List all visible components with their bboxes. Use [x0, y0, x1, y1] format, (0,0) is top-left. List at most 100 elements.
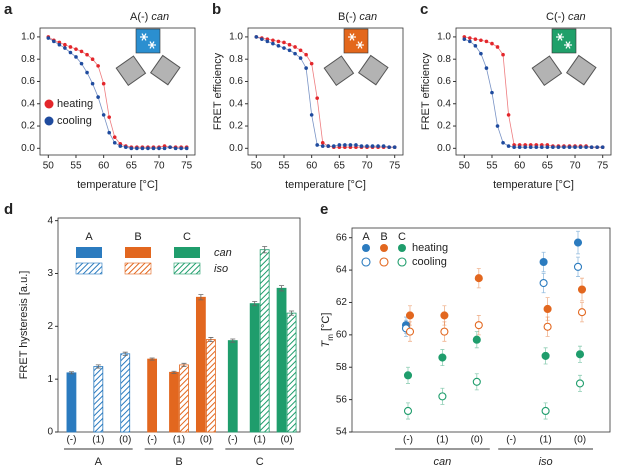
- x-tick-label: 50: [251, 161, 263, 172]
- bar-iso: [286, 312, 297, 433]
- legend-label: can: [214, 247, 232, 259]
- legend-swatch-can: [174, 247, 200, 258]
- bar-can: [195, 296, 206, 433]
- data-point: [484, 66, 489, 70]
- error-bar: [208, 337, 214, 343]
- point-cooling: [403, 406, 413, 416]
- point-heating: [474, 274, 483, 283]
- inset-block: [115, 55, 147, 87]
- data-point: [282, 40, 286, 45]
- data-point: [332, 144, 336, 148]
- x-tick-label: 65: [542, 161, 554, 172]
- x-axis-label: temperature [°C]: [285, 179, 366, 191]
- y-tick-label: 0.4: [229, 98, 243, 109]
- data-point: [101, 81, 106, 86]
- x-tick-label: 55: [70, 161, 82, 172]
- curve: [464, 36, 603, 148]
- dye-star: [149, 41, 155, 49]
- plot-frame: [57, 217, 301, 433]
- data-point: [315, 96, 319, 100]
- legend-marker-cooling: [361, 257, 371, 267]
- data-point: [578, 145, 583, 150]
- data-point: [304, 52, 308, 57]
- data-point: [512, 145, 516, 150]
- x-tick-label: 55: [486, 161, 498, 172]
- y-tick-label: 1.0: [437, 32, 451, 43]
- y-tick-label: 62: [336, 297, 348, 308]
- data-point: [107, 115, 111, 119]
- x-tick-label: 50: [43, 161, 55, 172]
- x-tick-label: 55: [278, 161, 290, 172]
- x-tick-label: 70: [361, 161, 373, 172]
- inset-title-italic: can: [151, 11, 169, 23]
- data-point: [168, 145, 172, 150]
- data-point: [74, 55, 78, 59]
- y-axis-label: Tm [°C]: [320, 313, 335, 348]
- legend-label: cooling: [412, 256, 447, 268]
- curve: [256, 36, 395, 148]
- x-tick-label: (1): [436, 435, 448, 446]
- x-tick-label: 60: [98, 161, 110, 172]
- y-tick-label: 0.0: [437, 143, 451, 154]
- dye-star: [349, 33, 355, 41]
- data-point: [254, 35, 259, 39]
- y-tick-label: 0.6: [229, 76, 243, 87]
- point-heating: [403, 371, 413, 380]
- y-tick-label: 0.6: [437, 76, 451, 87]
- data-point: [85, 70, 89, 75]
- error-bar: [198, 294, 204, 301]
- point-cooling: [539, 278, 548, 288]
- inset-title-name: B(-): [338, 11, 356, 23]
- data-point: [173, 146, 178, 151]
- error-bar: [230, 338, 236, 343]
- data-point: [501, 140, 505, 145]
- data-point: [124, 145, 128, 150]
- data-point: [112, 140, 117, 145]
- bar-iso: [259, 249, 270, 433]
- data-point: [506, 113, 511, 117]
- bar-can: [147, 358, 158, 433]
- data-point: [271, 38, 275, 43]
- x-tick-label: (-): [66, 435, 76, 446]
- inset-block: [323, 55, 355, 87]
- data-point: [118, 144, 123, 148]
- inset-title: C(-) can: [546, 11, 586, 23]
- point-cooling: [474, 321, 483, 330]
- data-point: [376, 144, 380, 148]
- y-tick-label: 0.2: [21, 121, 35, 132]
- data-point: [74, 47, 78, 51]
- x-axis-label: temperature [°C]: [493, 179, 574, 191]
- data-point: [562, 145, 566, 150]
- data-point: [276, 44, 281, 48]
- legend-swatch-can: [125, 247, 151, 258]
- data-point: [287, 48, 292, 53]
- plot-frame: [351, 227, 611, 433]
- point-heating: [541, 351, 550, 360]
- data-point: [584, 145, 588, 150]
- data-point: [490, 41, 494, 46]
- data-point: [184, 146, 189, 151]
- data-point: [468, 39, 472, 44]
- data-point: [107, 130, 111, 135]
- data-point: [545, 145, 550, 150]
- bar-can: [276, 287, 287, 433]
- bar-can: [66, 372, 77, 433]
- data-point: [484, 39, 489, 44]
- x-tick-label: 75: [181, 161, 193, 172]
- point-cooling: [440, 327, 449, 336]
- inset-title: B(-) can: [338, 11, 377, 23]
- x-tick-label: (1): [173, 435, 185, 446]
- data-point: [146, 146, 150, 151]
- data-point: [387, 145, 391, 150]
- data-point: [309, 61, 314, 66]
- legend-swatch-iso: [124, 262, 152, 275]
- data-point: [551, 145, 555, 150]
- legend-label: heating: [412, 242, 448, 254]
- error-bar: [149, 357, 155, 361]
- point-heating: [405, 311, 415, 320]
- group-label: A: [95, 456, 103, 468]
- data-point: [370, 144, 375, 148]
- data-point: [468, 36, 472, 40]
- data-point: [315, 143, 319, 147]
- x-tick-label: (1): [92, 435, 104, 446]
